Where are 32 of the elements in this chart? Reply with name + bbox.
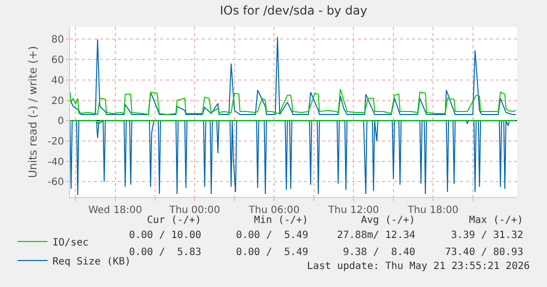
text: Cur (-/+)	[147, 215, 202, 226]
line-series	[70, 88, 516, 116]
y-tick-label: 20	[51, 96, 64, 107]
legend-label: Req Size (KB)	[52, 256, 131, 268]
y-tick-label: -60	[48, 177, 64, 188]
y-tick-label: 60	[51, 55, 64, 66]
x-tick-label: Thu 00:00	[168, 205, 220, 216]
text: Last update: Thu May 21 23:55:21 2026	[307, 261, 530, 272]
y-tick-label: -40	[48, 156, 64, 168]
x-tick-label: Wed 18:00	[88, 205, 142, 216]
text: 0.00 / 5.49	[236, 247, 308, 258]
text: 3.39 / 31.32	[451, 230, 524, 241]
line-series	[70, 36, 516, 116]
text: 27.88m/ 12.34	[337, 230, 416, 241]
text: Max (-/+)	[469, 215, 524, 226]
text: Min (-/+)	[254, 215, 308, 226]
y-tick-label: 0	[58, 116, 64, 128]
x-tick-label: Thu 18:00	[406, 205, 459, 216]
text: 0.00 / 10.00	[129, 230, 202, 241]
x-tick-label: Thu 12:00	[327, 205, 380, 216]
y-tick-label: -20	[48, 136, 64, 148]
chart-title: IOs for /dev/sda - by day	[220, 3, 368, 18]
y-axis-title: Units read (-) / write (+)	[26, 46, 40, 178]
text: 73.40 / 80.93	[445, 247, 524, 258]
text: Avg (-/+)	[361, 215, 416, 226]
text: 0.00 / 5.83	[129, 247, 202, 258]
legend-label: IO/sec	[52, 237, 89, 248]
text: 9.38 / 8.40	[343, 247, 416, 258]
text: 0.00 / 5.49	[236, 230, 308, 241]
x-tick-label: Thu 06:00	[248, 205, 300, 216]
y-tick-label: 80	[51, 34, 64, 46]
y-tick-label: 40	[51, 75, 64, 86]
